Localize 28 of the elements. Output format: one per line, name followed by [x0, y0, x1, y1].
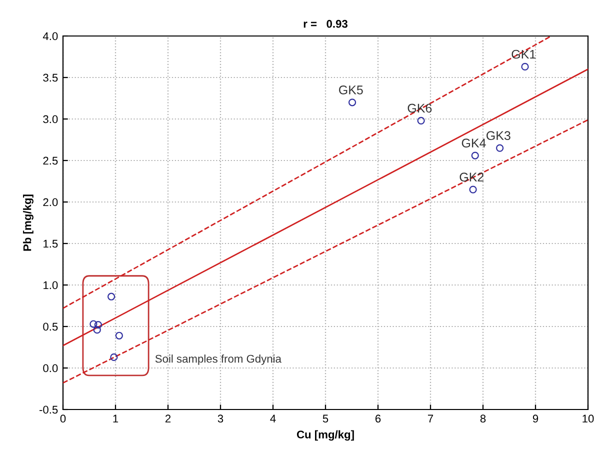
annotation: GK3 [486, 131, 510, 140]
y-tick-label: 2.0 [43, 198, 58, 206]
x-tick-label: 1 [113, 414, 118, 422]
y-tick-label: 1.0 [44, 281, 58, 290]
annotation: GK5 [339, 86, 363, 94]
y-tick-label: 0.0 [43, 364, 58, 372]
y-axis-title: Pb [mg/kg] [23, 194, 34, 251]
x-tick-label: 7 [428, 414, 434, 422]
y-tick-label: 0.5 [43, 322, 58, 331]
x-tick-label: 9 [532, 414, 538, 423]
y-tick-label: -0.5 [39, 406, 58, 414]
x-axis-title: Cu [mg/kg] [296, 430, 354, 441]
x-tick-label: 2 [165, 414, 171, 422]
annotation: GK4 [462, 138, 486, 148]
chart-title: r = 0.93 [304, 20, 348, 28]
x-tick-label: 3 [218, 414, 224, 423]
y-tick-label: 4.0 [42, 32, 58, 40]
y-tick-label: 3.0 [43, 115, 58, 124]
x-tick-label: 0 [60, 414, 66, 423]
x-tick-label: 6 [375, 414, 381, 423]
y-tick-label: 2.5 [43, 156, 58, 165]
x-tick-label: 8 [480, 414, 486, 423]
y-tick-label: 3.5 [43, 74, 58, 82]
x-tick-label: 5 [322, 414, 328, 423]
x-tick-label: 4 [270, 414, 276, 422]
annotation: Soil samples from Gdynia [155, 354, 282, 365]
y-tick-label: 1.5 [44, 240, 58, 248]
x-tick-label: 10 [582, 414, 594, 423]
